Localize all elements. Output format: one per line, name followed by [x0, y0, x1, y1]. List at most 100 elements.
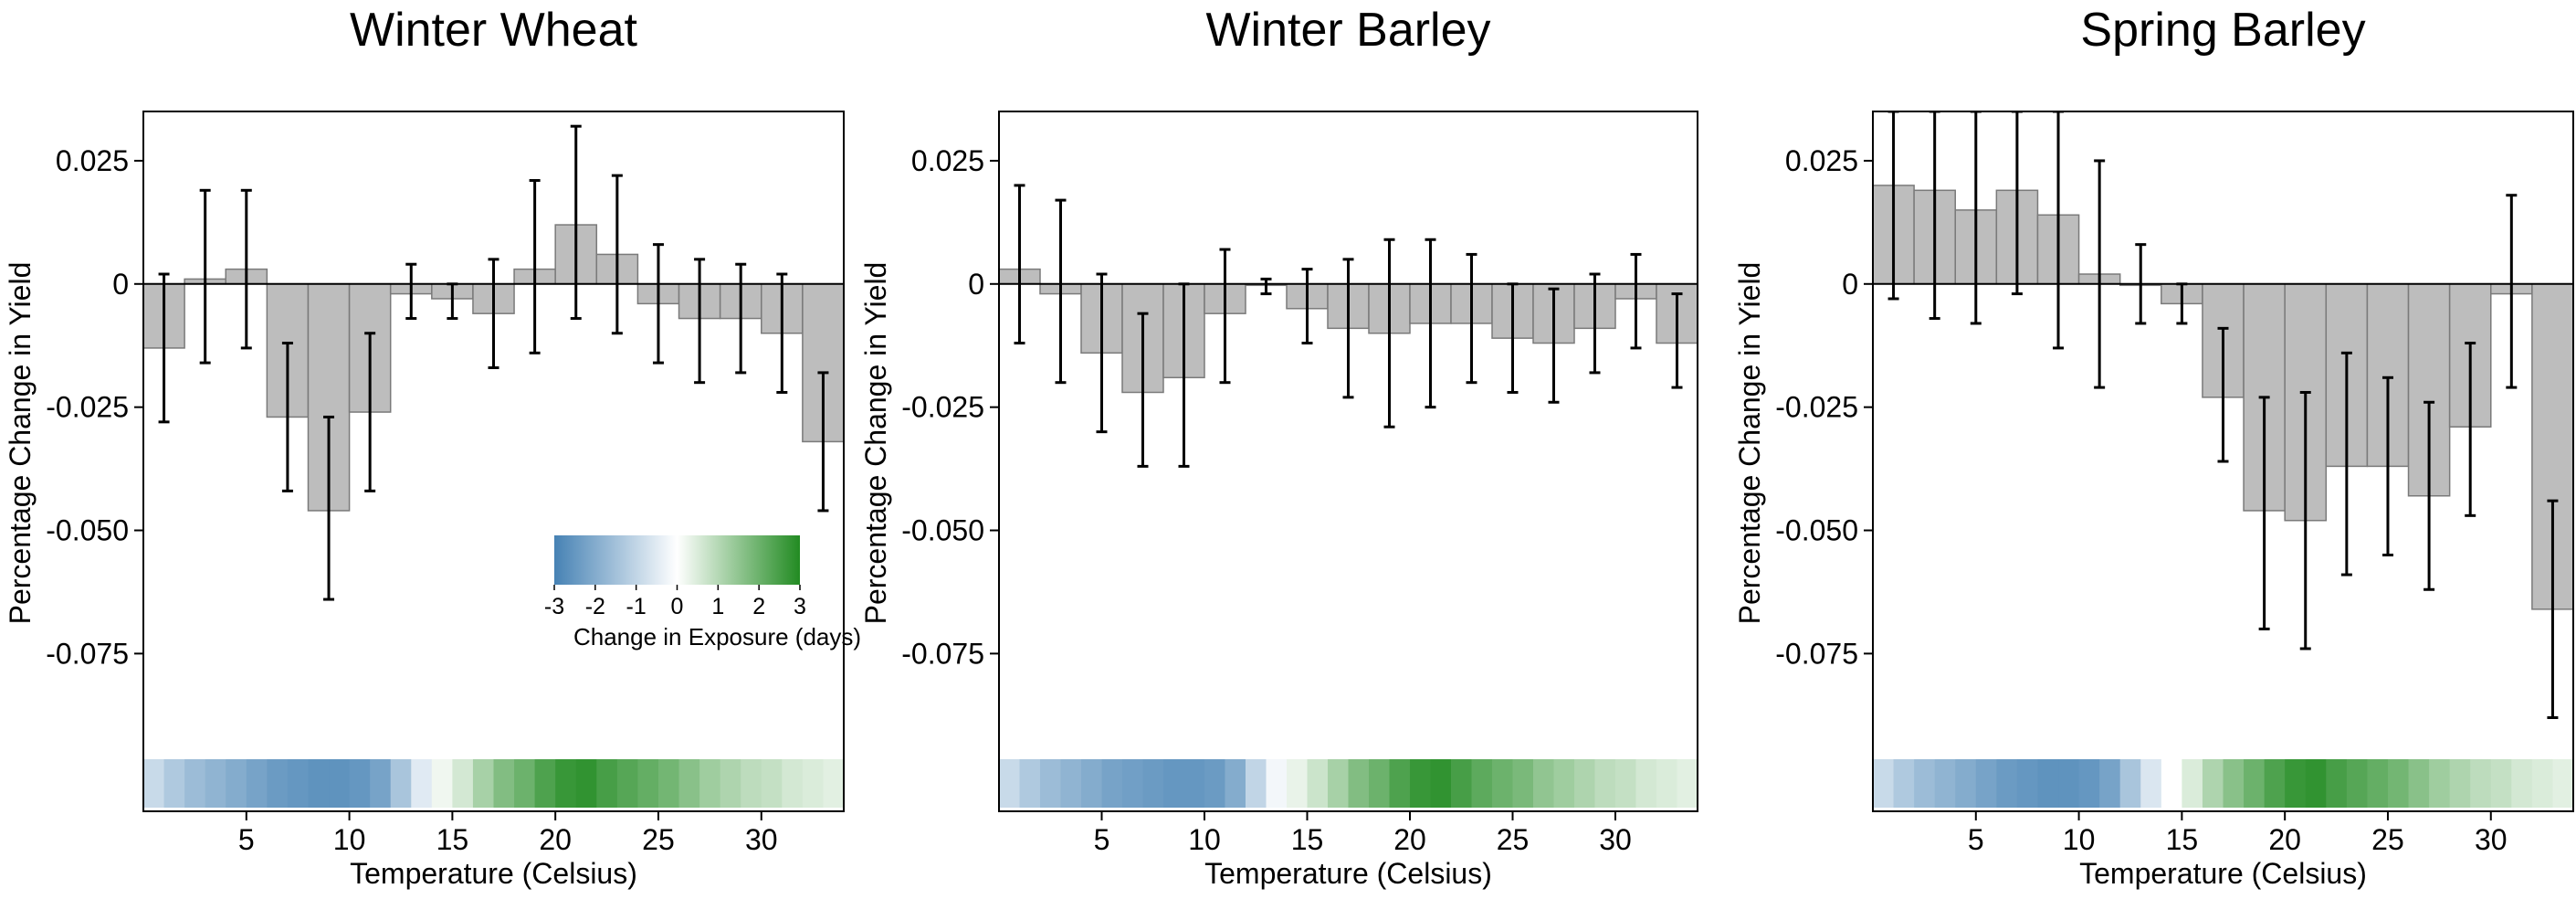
- error-bars: [1014, 184, 1683, 468]
- error-bar: [1014, 184, 1025, 345]
- y-tick-label: -0.050: [1775, 514, 1858, 547]
- exposure-cell: [678, 759, 700, 808]
- exposure-cell: [1040, 759, 1062, 808]
- exposure-cell: [657, 759, 680, 808]
- error-bar: [2506, 194, 2518, 389]
- exposure-cell: [802, 759, 825, 808]
- x-tick-label: 15: [1291, 823, 1324, 856]
- exposure-cell: [287, 759, 310, 808]
- error-bar: [652, 243, 664, 365]
- exposure-cell: [1553, 759, 1575, 808]
- x-axis-label: Temperature (Celsius): [1204, 857, 1492, 890]
- exposure-cell: [1975, 759, 1997, 808]
- exposure-cell: [1019, 759, 1041, 808]
- exposure-cell: [1955, 759, 1977, 808]
- exposure-cell: [226, 759, 247, 808]
- panel-title: Winter Wheat: [350, 4, 638, 57]
- exposure-cell: [2305, 759, 2327, 808]
- y-tick-label: 0: [1842, 268, 1858, 301]
- exposure-cell: [1451, 759, 1473, 808]
- y-tick-label: -0.050: [46, 514, 129, 547]
- x-tick-label: 20: [539, 823, 572, 856]
- exposure-cell: [184, 759, 206, 808]
- error-bar: [2094, 159, 2106, 389]
- exposure-cell: [1656, 759, 1678, 808]
- panel-title: Spring Barley: [2080, 4, 2365, 57]
- y-axis-label: Percentage Change in Yield: [4, 262, 37, 625]
- exposure-cell: [1369, 759, 1391, 808]
- exposure-cell: [2387, 759, 2410, 808]
- x-tick-label: 20: [2268, 823, 2301, 856]
- exposure-cell: [1142, 759, 1164, 808]
- exposure-cell: [1492, 759, 1514, 808]
- exposure-cell: [2367, 759, 2389, 808]
- error-bar: [281, 342, 293, 492]
- error-bar: [323, 415, 335, 601]
- exposure-cell: [1389, 759, 1411, 808]
- exposure-cell: [1471, 759, 1493, 808]
- error-bar: [529, 179, 541, 354]
- error-bar: [199, 188, 211, 365]
- exposure-cell: [2202, 759, 2224, 808]
- y-axis-label: Percentage Change in Yield: [859, 262, 892, 625]
- exposure-cell: [1225, 759, 1246, 808]
- x-tick-label: 25: [2371, 823, 2404, 856]
- exposure-cell: [308, 759, 330, 808]
- exposure-cell: [2182, 759, 2203, 808]
- exposure-cell: [782, 759, 804, 808]
- exposure-cell: [1410, 759, 1432, 808]
- exposure-cell: [1101, 759, 1123, 808]
- exposure-cell: [1615, 759, 1637, 808]
- error-bar: [2176, 282, 2188, 325]
- error-bar: [2053, 111, 2065, 350]
- x-tick-label: 5: [1968, 823, 1984, 856]
- y-tick-label: 0.025: [56, 144, 129, 177]
- error-bar: [1466, 252, 1477, 385]
- x-tick-label: 15: [436, 823, 469, 856]
- exposure-cell: [2408, 759, 2430, 808]
- exposure-cell: [1893, 759, 1915, 808]
- exposure-cell: [2531, 759, 2554, 808]
- exposure-cell: [1266, 759, 1288, 808]
- error-bar: [1630, 252, 1642, 350]
- x-tick-label: 10: [1188, 823, 1221, 856]
- exposure-cell: [761, 759, 783, 808]
- plot-area: [143, 124, 844, 808]
- x-tick-label: 30: [1599, 823, 1632, 856]
- y-tick-label: -0.050: [901, 514, 984, 547]
- exposure-cell: [2223, 759, 2245, 808]
- exposure-cell: [1533, 759, 1555, 808]
- error-bar: [2299, 390, 2311, 650]
- error-bar: [1589, 272, 1601, 375]
- x-tick-label: 30: [2475, 823, 2508, 856]
- error-bar: [2011, 111, 2023, 296]
- exposure-cell: [2264, 759, 2286, 808]
- exposure-cell: [2285, 759, 2307, 808]
- exposure-cell: [2078, 759, 2100, 808]
- exposure-cell: [575, 759, 597, 808]
- legend-tick-label: -1: [626, 594, 647, 619]
- error-bar: [694, 258, 706, 385]
- legend-tick-label: 2: [752, 594, 765, 619]
- exposure-cell: [2244, 759, 2266, 808]
- error-bar: [1887, 111, 1899, 301]
- exposure-cell: [999, 759, 1021, 808]
- exposure-cell: [2119, 759, 2141, 808]
- y-tick-label: -0.075: [46, 637, 129, 670]
- y-tick-label: -0.025: [46, 391, 129, 424]
- exposure-cell: [1204, 759, 1226, 808]
- exposure-cell: [2161, 759, 2182, 808]
- exposure-cell: [1183, 759, 1205, 808]
- exposure-cell: [1430, 759, 1452, 808]
- y-tick-label: 0.025: [911, 144, 984, 177]
- x-axis: 5 10 15 20 25 30: [1094, 811, 1632, 856]
- error-bar: [1929, 111, 1940, 321]
- error-bar: [488, 258, 499, 370]
- exposure-cell: [163, 759, 185, 808]
- y-tick-label: 0.025: [1785, 144, 1858, 177]
- exposure-cell: [493, 759, 515, 808]
- x-axis: 5 10 15 20 25 30: [1968, 811, 2508, 856]
- error-bar: [158, 272, 170, 424]
